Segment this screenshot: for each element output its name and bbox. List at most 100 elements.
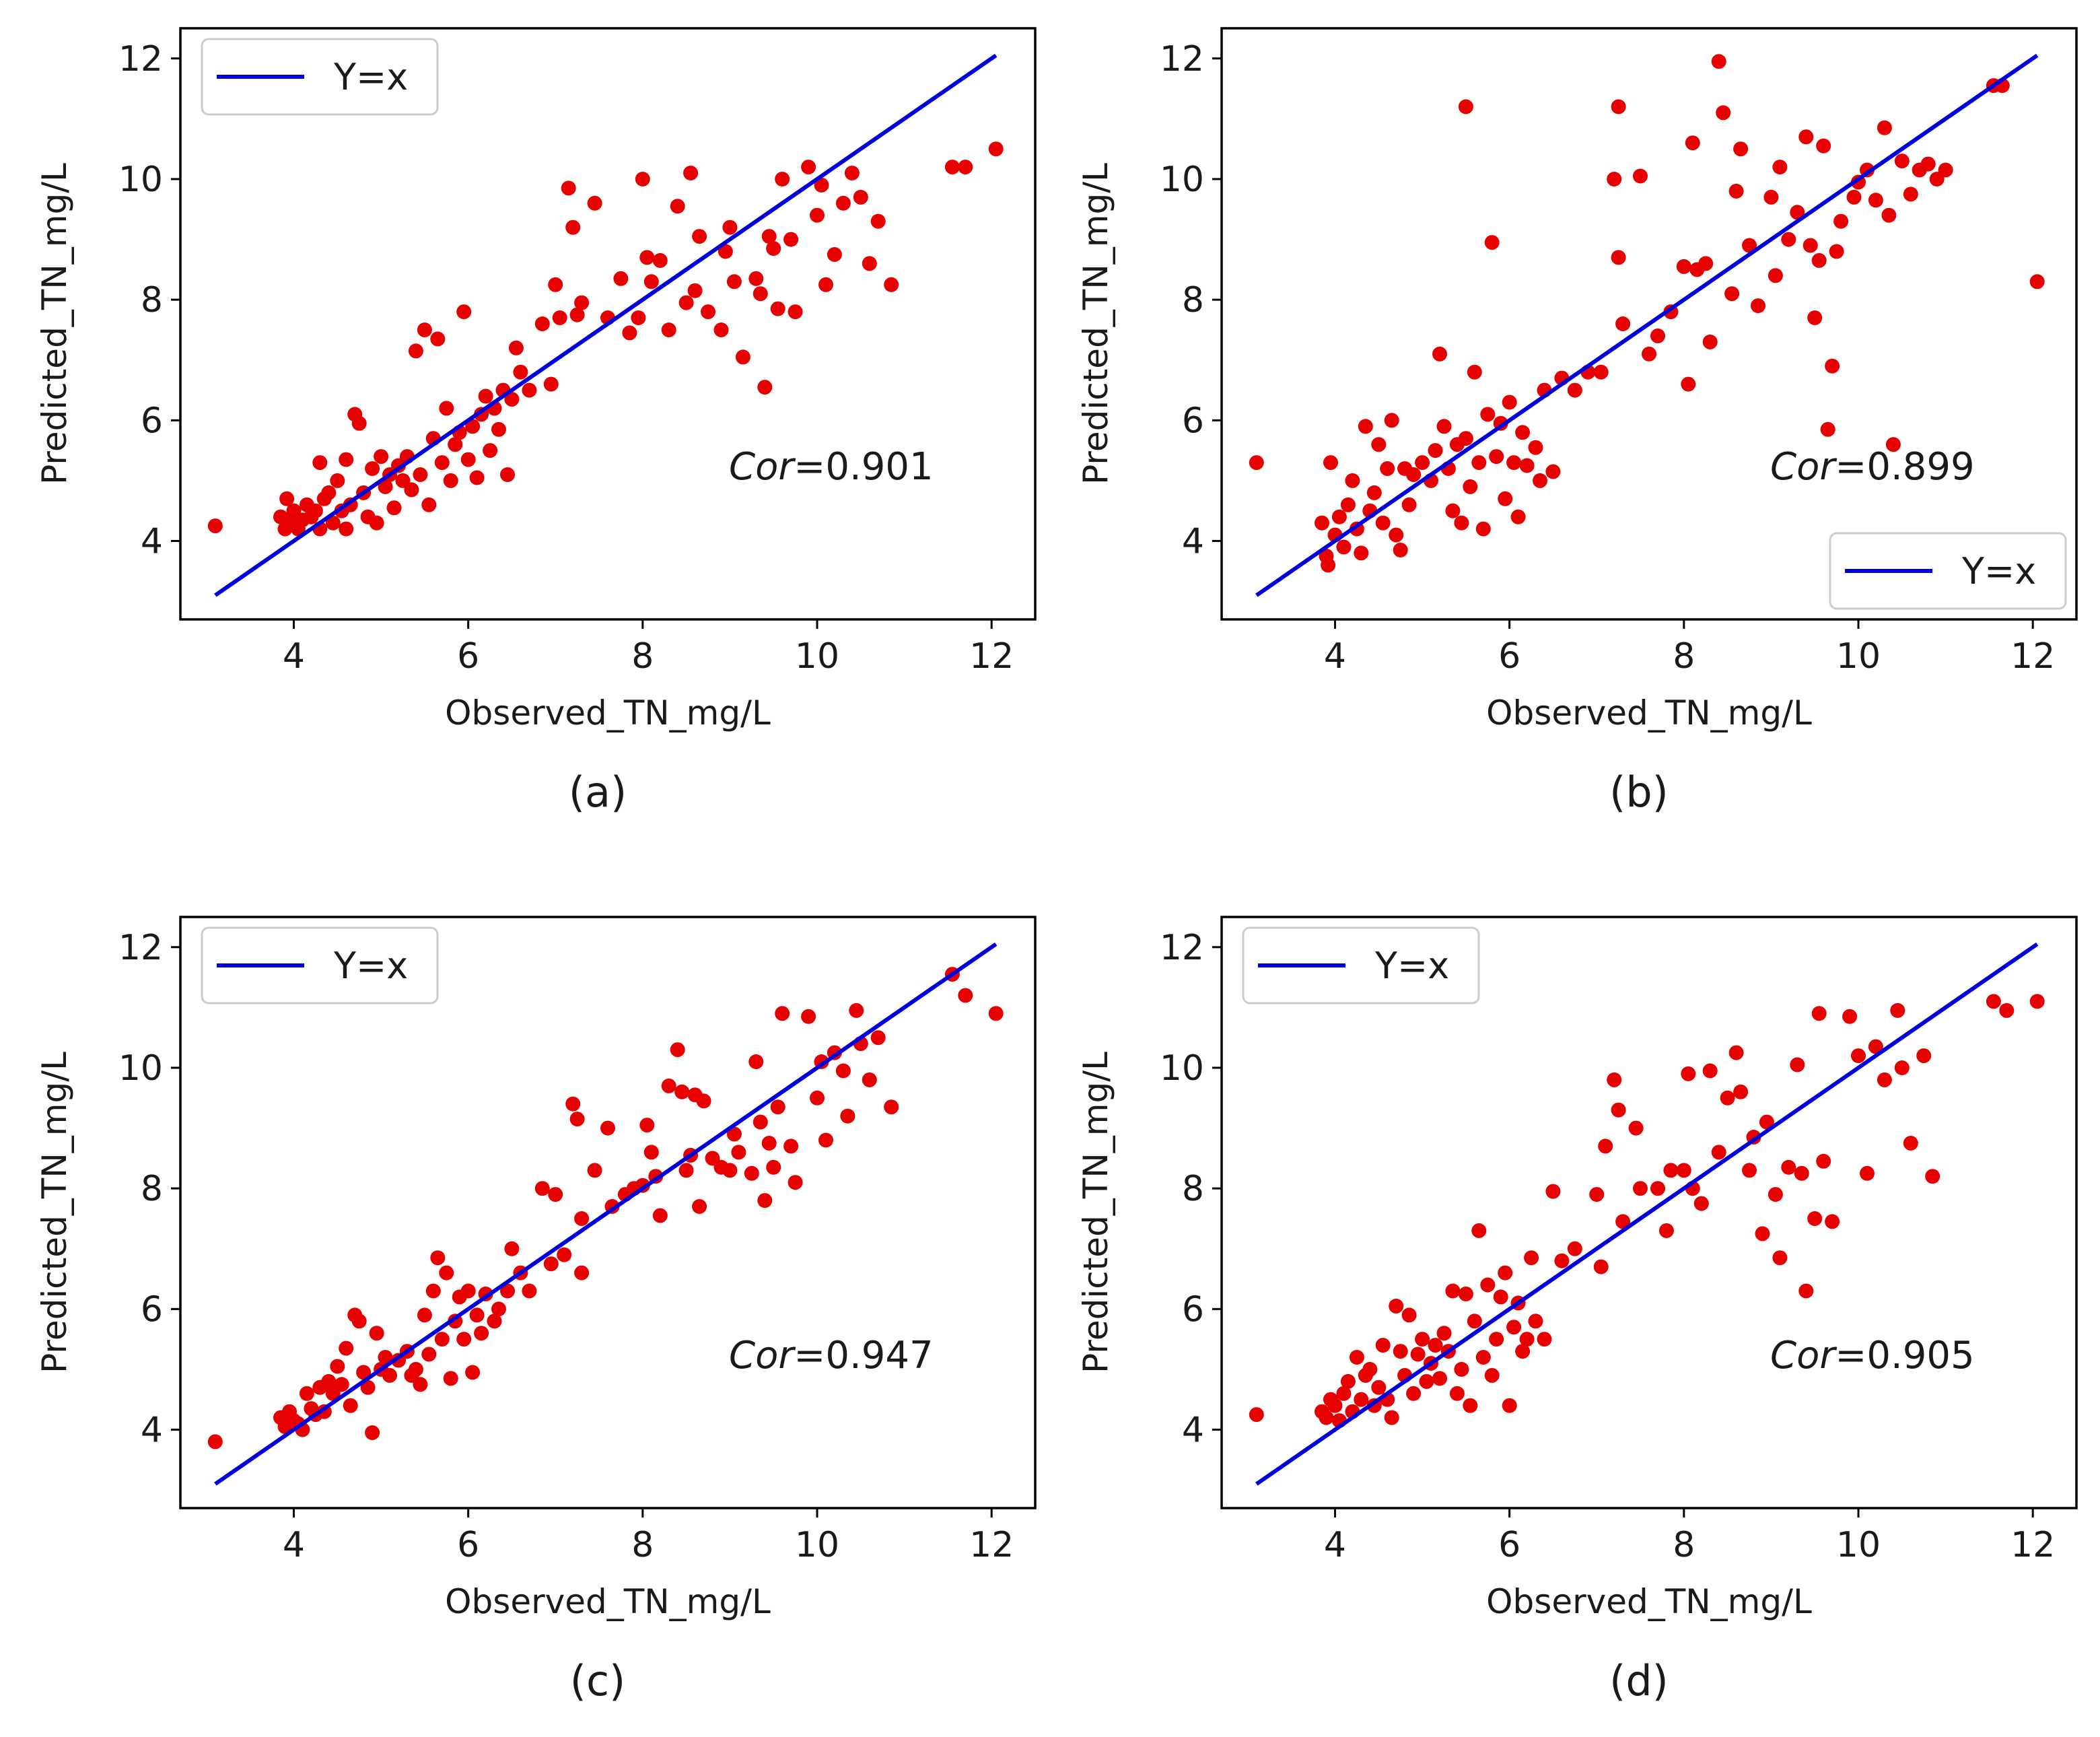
scatter-point [1768, 268, 1783, 283]
y-tick-label: 6 [1182, 401, 1204, 441]
scatter-point [1415, 1332, 1430, 1347]
axes-frame [1220, 916, 2078, 1509]
scatter-point [1681, 376, 1696, 392]
reference-line [214, 942, 998, 1486]
scatter-point [1358, 419, 1373, 434]
y-tick-label: 8 [1182, 280, 1204, 320]
scatter-point [1772, 1250, 1788, 1266]
scatter-point [308, 503, 323, 518]
x-tick-label: 12 [2010, 1525, 2055, 1565]
scatter-point [1401, 1307, 1417, 1323]
scatter-point [683, 166, 699, 180]
scatter-point [1611, 99, 1626, 114]
y-axis-label: Predicted_TN_mg/L [35, 1052, 74, 1373]
x-tick-label: 4 [283, 1525, 305, 1565]
scatter-point [631, 310, 646, 325]
scatter-point [1903, 1136, 1918, 1151]
scatter-point [761, 1136, 777, 1151]
legend-entry-label: Y=x [1961, 550, 2036, 592]
scatter-point [1515, 425, 1531, 440]
scatter-point [1633, 168, 1648, 184]
scatter-point [434, 1332, 450, 1347]
scatter-point [1615, 316, 1631, 331]
scatter-point [1698, 256, 1714, 271]
scatter-point [1763, 189, 1779, 205]
scatter-point [1768, 1187, 1783, 1202]
x-tick-label: 12 [969, 1525, 1014, 1565]
scatter-point [748, 1054, 764, 1069]
x-tick-label: 8 [631, 636, 654, 677]
scatter-point [1489, 449, 1504, 465]
scatter-point [1733, 1084, 1749, 1099]
legend-entry-label: Y=x [333, 56, 408, 98]
scatter-point [744, 1165, 759, 1181]
scatter-point [1658, 1223, 1674, 1238]
scatter-point [1362, 1361, 1378, 1377]
scatter-point [1463, 1398, 1478, 1413]
scatter-point [1593, 1259, 1609, 1274]
scatter-point [421, 1347, 437, 1362]
scatter-point [884, 277, 899, 292]
scatter-point [500, 1283, 515, 1299]
scatter-point [1345, 473, 1360, 488]
y-tick-label: 8 [141, 1169, 163, 1209]
scatter-point [788, 1175, 803, 1190]
scatter-point [944, 160, 960, 175]
legend-box [201, 926, 439, 1004]
scatter-point [643, 1145, 659, 1160]
scatter-point [474, 1326, 489, 1341]
legend: Y=x [1242, 926, 1480, 1004]
scatter-point [321, 485, 337, 500]
legend: Y=x [1829, 532, 2067, 610]
scatter-point [1480, 1277, 1496, 1293]
scatter-point [678, 295, 694, 310]
scatter-point [635, 172, 650, 186]
scatter-point [312, 455, 328, 471]
scatter-point [574, 295, 590, 310]
scatter-point [753, 286, 768, 302]
scatter-point [840, 1108, 855, 1124]
scatter-point [321, 1373, 337, 1389]
scatter-point [534, 316, 550, 331]
scatter-point [413, 1377, 428, 1392]
scatter-point [378, 479, 393, 494]
scatter-point [1323, 455, 1338, 471]
scatter-point [339, 1340, 354, 1356]
scatter-point [534, 1181, 550, 1196]
x-tick-label: 8 [631, 1525, 654, 1565]
panel-label: (c) [570, 1656, 625, 1705]
scatter-point [1829, 244, 1844, 259]
scatter-point [1846, 189, 1862, 205]
scatter-point [835, 1063, 851, 1079]
scatter-point [1445, 1283, 1461, 1299]
scatter-point [430, 331, 446, 347]
scatter-point [1401, 497, 1417, 512]
scatter-point [1816, 138, 1831, 154]
scatter-point [1720, 1090, 1735, 1105]
y-tick-label: 4 [141, 1410, 163, 1451]
scatter-point [1380, 461, 1395, 476]
scatter-point [1633, 1181, 1648, 1196]
scatter-point [587, 195, 602, 211]
x-tick-label: 12 [969, 636, 1014, 677]
scatter-point [678, 1163, 694, 1178]
scatter-point [1458, 1286, 1473, 1301]
scatter-point [1493, 1289, 1508, 1305]
y-tick-label: 10 [118, 160, 163, 200]
scatter-point [1415, 455, 1430, 471]
scatter-point [1881, 207, 1897, 223]
scatter-point [460, 452, 476, 467]
scatter-point [884, 1099, 899, 1115]
x-tick-label: 8 [1673, 1525, 1695, 1565]
y-tick-label: 6 [141, 1289, 163, 1330]
scatter-point [818, 1132, 833, 1148]
y-axis-label: Predicted_TN_mg/L [1076, 163, 1115, 485]
scatter-point [1676, 1163, 1691, 1178]
scatter-point [439, 401, 454, 416]
scatter-point [1419, 1373, 1434, 1389]
scatter-point [1458, 99, 1473, 114]
scatter-point [548, 1187, 563, 1202]
scatter-point [862, 256, 877, 271]
scatter-point [1650, 1181, 1665, 1196]
scatter-point [1851, 1048, 1866, 1064]
